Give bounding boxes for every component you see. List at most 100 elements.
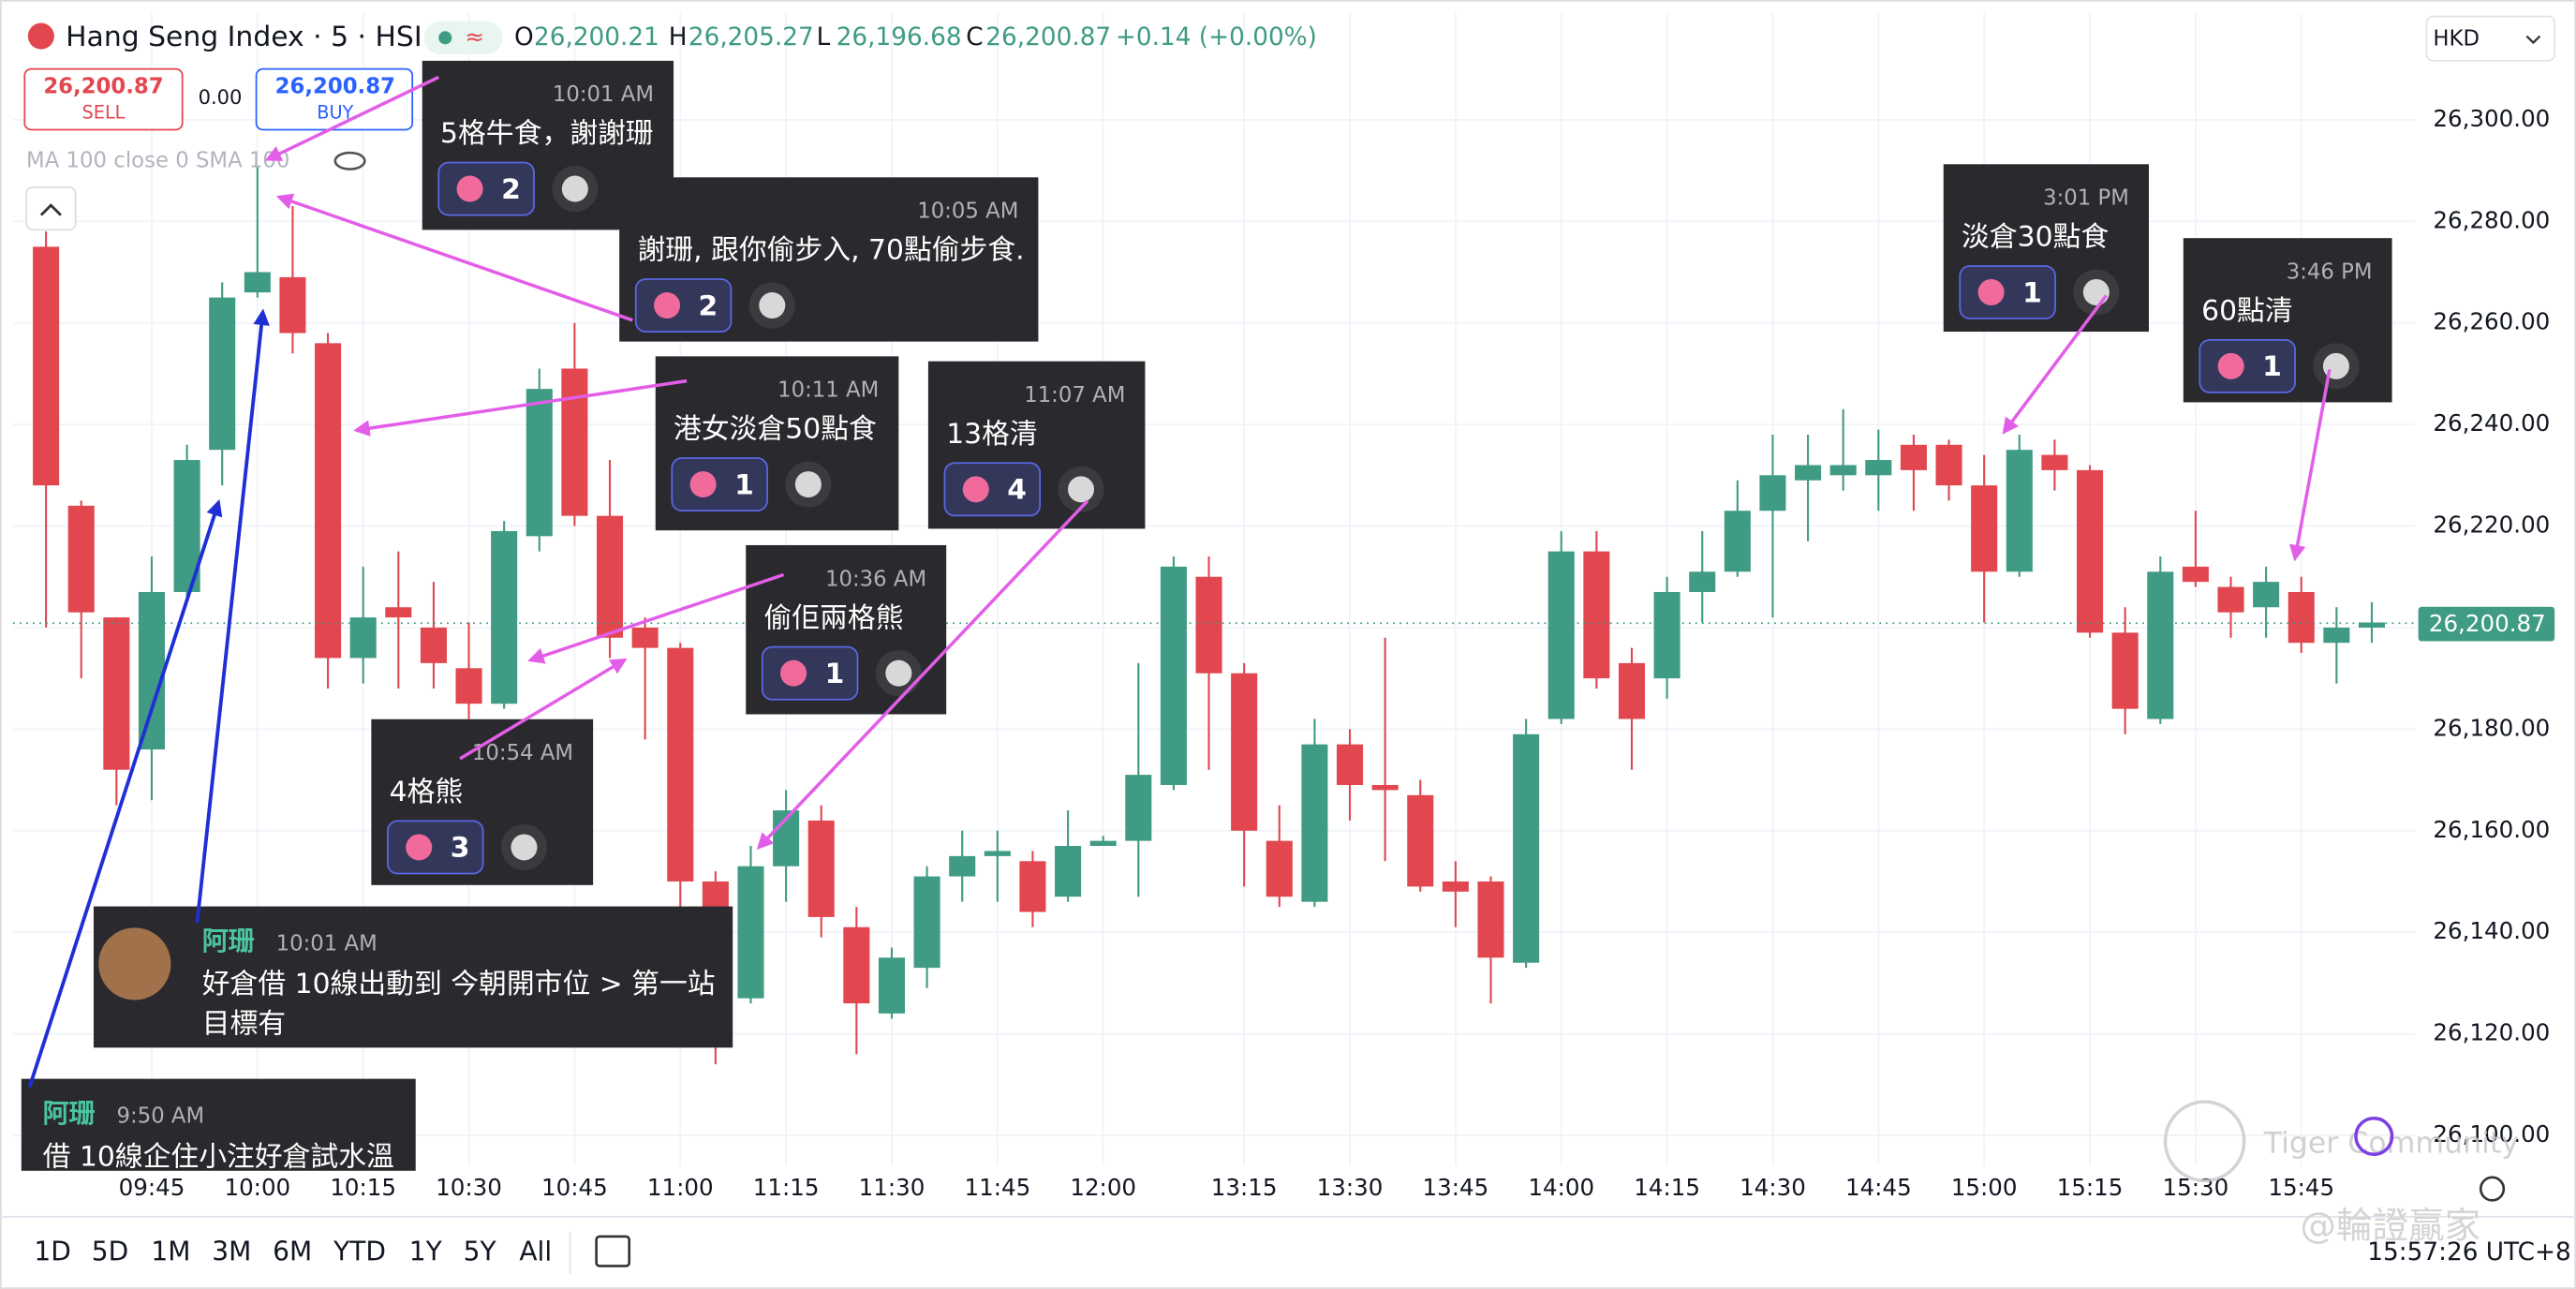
candle-body [1231, 673, 1258, 831]
last-price-label: 26,200.87 [2429, 610, 2546, 637]
reaction-count: 2 [501, 173, 521, 206]
ohlc-letter: C [966, 23, 983, 52]
candle-body [2287, 591, 2315, 644]
range-button[interactable]: YTD [333, 1236, 386, 1267]
candle-body [279, 276, 306, 333]
comment-card: 3:01 PM 淡倉30點食 1 [1943, 164, 2150, 333]
collapse-button[interactable] [25, 185, 77, 231]
reaction-pill[interactable] [1959, 265, 2056, 319]
reaction-pill[interactable] [2198, 338, 2296, 393]
comment-card: 10:36 AM 偷佢兩格熊 1 [746, 544, 947, 715]
message-bg [93, 906, 733, 1048]
settings-icon[interactable] [2479, 1176, 2506, 1202]
x-tick-label: 11:00 [647, 1174, 714, 1201]
ohlc-letter: L [817, 23, 831, 52]
x-tick-label: 14:45 [1845, 1174, 1912, 1201]
range-button[interactable]: 5D [92, 1236, 128, 1267]
candle-body [1724, 511, 1751, 572]
range-button[interactable]: 6M [273, 1236, 312, 1267]
candle-body [2182, 566, 2209, 583]
reaction-pill[interactable] [634, 278, 733, 333]
comment-text: 謝珊, 跟你偷步入, 70點偷步食. [637, 234, 1024, 267]
message-line: 目標有 [202, 1007, 286, 1040]
indicator: MA 100 close 0 SMA 100 [26, 148, 289, 172]
buy-price: 26,200.87 [275, 74, 395, 98]
range-button[interactable]: All [519, 1236, 552, 1267]
candle-body [984, 851, 1011, 856]
y-tick-label: 26,140.00 [2433, 917, 2550, 944]
eye-icon[interactable] [333, 151, 366, 170]
range-button[interactable]: 1Y [409, 1236, 443, 1267]
candle-body [2077, 469, 2104, 633]
x-tick-label: 11:30 [859, 1174, 925, 1201]
pointer-arrow [264, 75, 440, 161]
candle-body [491, 530, 518, 704]
status-icon: ≈ [465, 22, 484, 50]
candle-body [2147, 571, 2174, 719]
candle-body [1689, 571, 1716, 592]
currency-select[interactable] [2425, 15, 2556, 62]
reaction-pill[interactable] [943, 462, 1042, 517]
candle-body [2217, 586, 2244, 613]
sell-label: SELL [82, 101, 126, 123]
candle-body [561, 368, 588, 516]
reaction-emoji [689, 471, 717, 498]
reaction-emoji [654, 292, 681, 319]
clock: 15:57:26 UTC+8 [2367, 1238, 2570, 1267]
candle-body [1865, 460, 1892, 476]
x-tick-label: 14:30 [1740, 1174, 1806, 1201]
pointer-arrow [195, 308, 270, 924]
ohlc-letter: H [669, 23, 688, 52]
message-author: 阿珊 [202, 926, 255, 956]
buy-button[interactable] [255, 67, 414, 131]
candle-body [1900, 444, 1927, 470]
change: +0.14 (+0.00%) [1116, 23, 1317, 52]
candle-body [1407, 794, 1434, 887]
candle-body [1795, 465, 1822, 481]
reaction-pill[interactable] [387, 820, 484, 875]
x-tick-label: 14:00 [1528, 1174, 1594, 1201]
calendar-icon[interactable] [595, 1235, 631, 1267]
pointer-arrow [527, 572, 785, 664]
pointer-arrow [27, 499, 223, 1088]
comment-time: 10:11 AM [777, 378, 879, 403]
range-button[interactable]: 3M [212, 1236, 251, 1267]
ohlc-value: 26,205.27 [688, 23, 814, 52]
reaction-pill[interactable] [761, 645, 859, 701]
range-button[interactable]: 1D [34, 1236, 70, 1267]
x-tick-label: 15:45 [2268, 1174, 2334, 1201]
smile-icon [759, 292, 786, 319]
comment-text: 4格熊 [390, 776, 464, 808]
message-author: 阿珊 [43, 1098, 96, 1129]
candle-body [1547, 551, 1575, 719]
candle-body [385, 607, 412, 618]
reaction-count: 2 [699, 289, 718, 322]
sell-button[interactable] [23, 67, 184, 131]
range-button[interactable]: 5Y [464, 1236, 497, 1267]
reaction-pill[interactable] [437, 161, 535, 216]
candle-body [1759, 475, 1786, 511]
candle-body [2041, 454, 2068, 470]
candle-body [1935, 444, 1962, 486]
candle-body [1055, 846, 1082, 897]
reaction-pill[interactable] [671, 457, 768, 512]
pointer-arrow [756, 499, 1089, 851]
y-tick-label: 26,300.00 [2433, 105, 2550, 132]
candle-body [1125, 775, 1152, 841]
y-tick-label: 26,100.00 [2433, 1120, 2550, 1148]
smile-icon [794, 471, 822, 498]
smile-icon [1067, 476, 1095, 503]
range-button[interactable]: 1M [151, 1236, 190, 1267]
candle-body [244, 272, 271, 293]
comment-time: 10:54 AM [472, 741, 573, 765]
x-tick-label: 13:15 [1211, 1174, 1278, 1201]
x-tick-label: 15:00 [1951, 1174, 2018, 1201]
comment-card: 3:46 PM 60點清 1 [2183, 238, 2392, 403]
comment-card: 10:05 AM 謝珊, 跟你偷步入, 70點偷步食. 2 [619, 177, 1039, 342]
candle-body [843, 926, 870, 1004]
chat-message: 阿珊 9:50 AM 借 10線企住小注好倉試水溫 [21, 1078, 416, 1173]
y-tick-label: 26,220.00 [2433, 511, 2550, 539]
message-bg [21, 1078, 416, 1171]
